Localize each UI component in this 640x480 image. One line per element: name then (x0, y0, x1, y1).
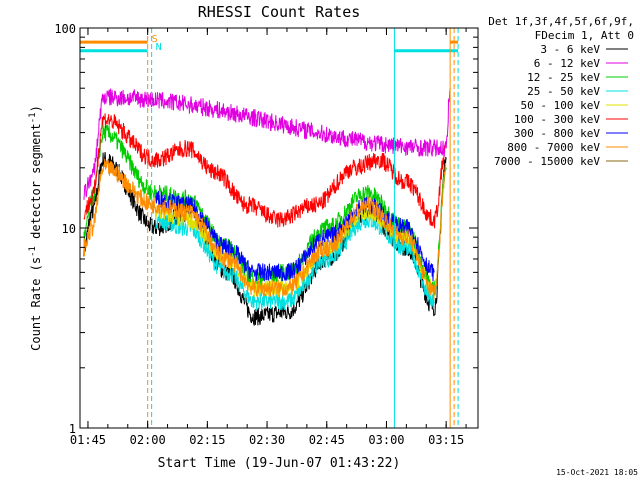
x-tick-label: 03:15 (428, 433, 464, 447)
legend: Det 1f,3f,4f,5f,6f,9f, FDecim 1, Att 0 3… (488, 15, 634, 168)
legend-label-2: 12 - 25 keV (527, 71, 600, 84)
legend-header-line-2: FDecim 1, Att 0 (535, 29, 634, 42)
y-axis-label-end: ) (29, 105, 43, 112)
legend-header-line-1: Det 1f,3f,4f,5f,6f,9f, (488, 15, 634, 28)
legend-label-8: 7000 - 15000 keV (494, 155, 600, 168)
series-line-3 (155, 211, 435, 311)
series-line-2 (83, 124, 447, 296)
marker-label-S: S (152, 34, 158, 45)
y-axis-label-sup: -1 (28, 246, 38, 257)
x-axis-label: Start Time (19-Jun-07 01:43:22) (158, 456, 401, 471)
legend-label-6: 300 - 800 keV (514, 127, 600, 140)
plot-frame (79, 27, 479, 429)
legend-label-1: 6 - 12 keV (534, 57, 601, 70)
y-tick-label: 10 (62, 222, 76, 236)
y-axis-label-sup2: -1 (28, 112, 38, 123)
legend-label-7: 800 - 7000 keV (507, 141, 600, 154)
chart-title: RHESSI Count Rates (198, 3, 361, 21)
series-line-5 (83, 113, 447, 229)
y-axis-label-mid: detector segment (29, 123, 43, 246)
x-tick-label: 02:00 (130, 433, 166, 447)
legend-label-5: 100 - 300 keV (514, 113, 600, 126)
x-tick-label: 02:30 (249, 433, 285, 447)
x-tick-label: 03:00 (368, 433, 404, 447)
marker-labels: SN (152, 34, 162, 53)
plot-area (80, 28, 459, 428)
marker-label-N: N (156, 42, 162, 53)
y-tick-label: 100 (54, 22, 76, 36)
x-tick-label: 02:15 (189, 433, 225, 447)
legend-label-4: 50 - 100 keV (521, 99, 601, 112)
x-tick-label: 02:45 (309, 433, 345, 447)
legend-label-0: 3 - 6 keV (540, 43, 600, 56)
series-line-6 (155, 191, 435, 282)
legend-label-3: 25 - 50 keV (527, 85, 600, 98)
x-tick-label: 01:45 (70, 433, 106, 447)
series-line-0 (83, 151, 447, 326)
series-line-1 (83, 88, 451, 200)
footer-timestamp: 15-Oct-2021 18:05 (556, 468, 638, 477)
y-tick-label: 1 (69, 422, 76, 436)
series-line-7 (83, 158, 447, 301)
y-axis-label: Count Rate (s-1 detector segment-1) (28, 105, 43, 351)
x-axis: 01:45 02:00 02:15 02:30 02:45 03:00 03:15 (70, 28, 467, 447)
y-axis-label-start: Count Rate (s (29, 257, 43, 351)
y-axis: 1 10 100 (54, 22, 478, 436)
